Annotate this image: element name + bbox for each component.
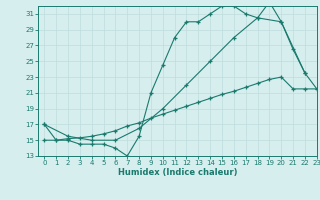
X-axis label: Humidex (Indice chaleur): Humidex (Indice chaleur) (118, 168, 237, 177)
